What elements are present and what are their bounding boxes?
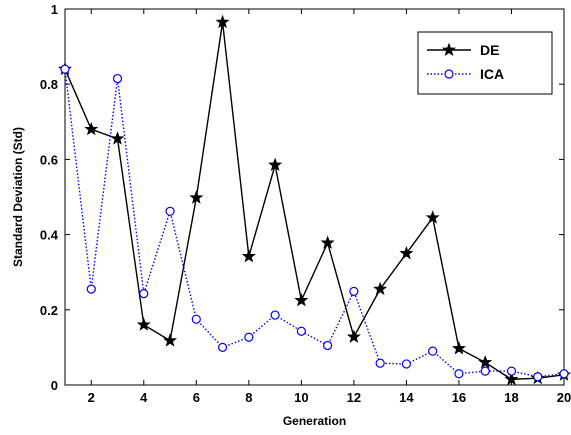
x-tick-label: 4: [140, 390, 148, 405]
data-point-ica: [86, 284, 96, 294]
x-tick-label: 14: [399, 390, 414, 405]
data-point-de: [451, 341, 466, 355]
data-point-ica: [533, 372, 543, 382]
x-tick-label: 8: [245, 390, 252, 405]
data-point-de: [373, 281, 388, 296]
data-point-ica: [165, 206, 175, 216]
y-tick-label: 0: [51, 378, 58, 393]
x-tick-label: 6: [193, 390, 200, 405]
y-tick-label: 0.4: [40, 228, 59, 243]
data-point-de: [425, 210, 440, 224]
data-point-ica: [139, 289, 149, 299]
y-tick-label: 0.6: [40, 152, 58, 167]
data-point-ica: [559, 369, 569, 379]
x-tick-label: 2: [88, 390, 95, 405]
data-point-de: [241, 249, 256, 263]
data-point-de: [163, 333, 178, 347]
legend-label-de: DE: [480, 42, 499, 58]
data-point-ica: [270, 310, 280, 320]
data-point-ica: [60, 64, 70, 74]
data-point-ica: [480, 366, 490, 376]
data-point-de: [294, 293, 309, 307]
legend-box: [417, 31, 553, 95]
y-tick-label: 0.2: [40, 303, 58, 318]
x-tick-label: 16: [452, 390, 466, 405]
data-point-ica: [349, 286, 359, 296]
legend-marker-de: [441, 42, 457, 56]
data-point-de: [215, 14, 230, 29]
data-point-de: [399, 246, 414, 260]
data-point-ica: [323, 340, 333, 351]
x-tick-label: 20: [557, 390, 571, 405]
data-point-de: [110, 131, 125, 145]
data-point-ica: [217, 342, 228, 352]
data-point-de: [136, 317, 151, 331]
legend-marker-ica: [444, 69, 454, 79]
data-point-ica: [191, 314, 201, 324]
y-tick-label: 0.8: [40, 77, 58, 92]
data-point-de: [320, 235, 335, 249]
data-point-de: [268, 157, 283, 172]
x-tick-label: 10: [294, 390, 308, 405]
legend-label-ica: ICA: [480, 66, 504, 82]
x-tick-label: 18: [504, 390, 518, 405]
data-point-de: [504, 371, 519, 386]
data-point-ica: [454, 369, 464, 379]
data-point-de: [478, 355, 493, 369]
y-axis-label: Standard Deviation (Std): [11, 127, 25, 267]
data-point-ica: [112, 73, 123, 84]
x-axis-label: Generation: [283, 414, 346, 428]
x-tick-label: 12: [347, 390, 361, 405]
plot-frame: [64, 8, 565, 386]
y-tick-label: 1: [51, 2, 58, 17]
data-point-de: [84, 121, 99, 136]
data-point-de: [346, 329, 361, 343]
data-point-ica: [401, 359, 412, 369]
data-point-ica: [296, 326, 306, 336]
plot-area: 2 4 6 8 10 12 14 16 18 20 0 0.2 0.4 0.6 0.8 1: [40, 2, 571, 405]
data-point-de: [189, 190, 204, 204]
data-point-ica: [244, 332, 254, 342]
legend: DE ICA: [417, 31, 553, 95]
data-point-ica: [375, 358, 385, 368]
data-point-ica: [428, 346, 438, 356]
data-point-ica: [506, 366, 517, 376]
series-line-ica: [64, 69, 565, 378]
